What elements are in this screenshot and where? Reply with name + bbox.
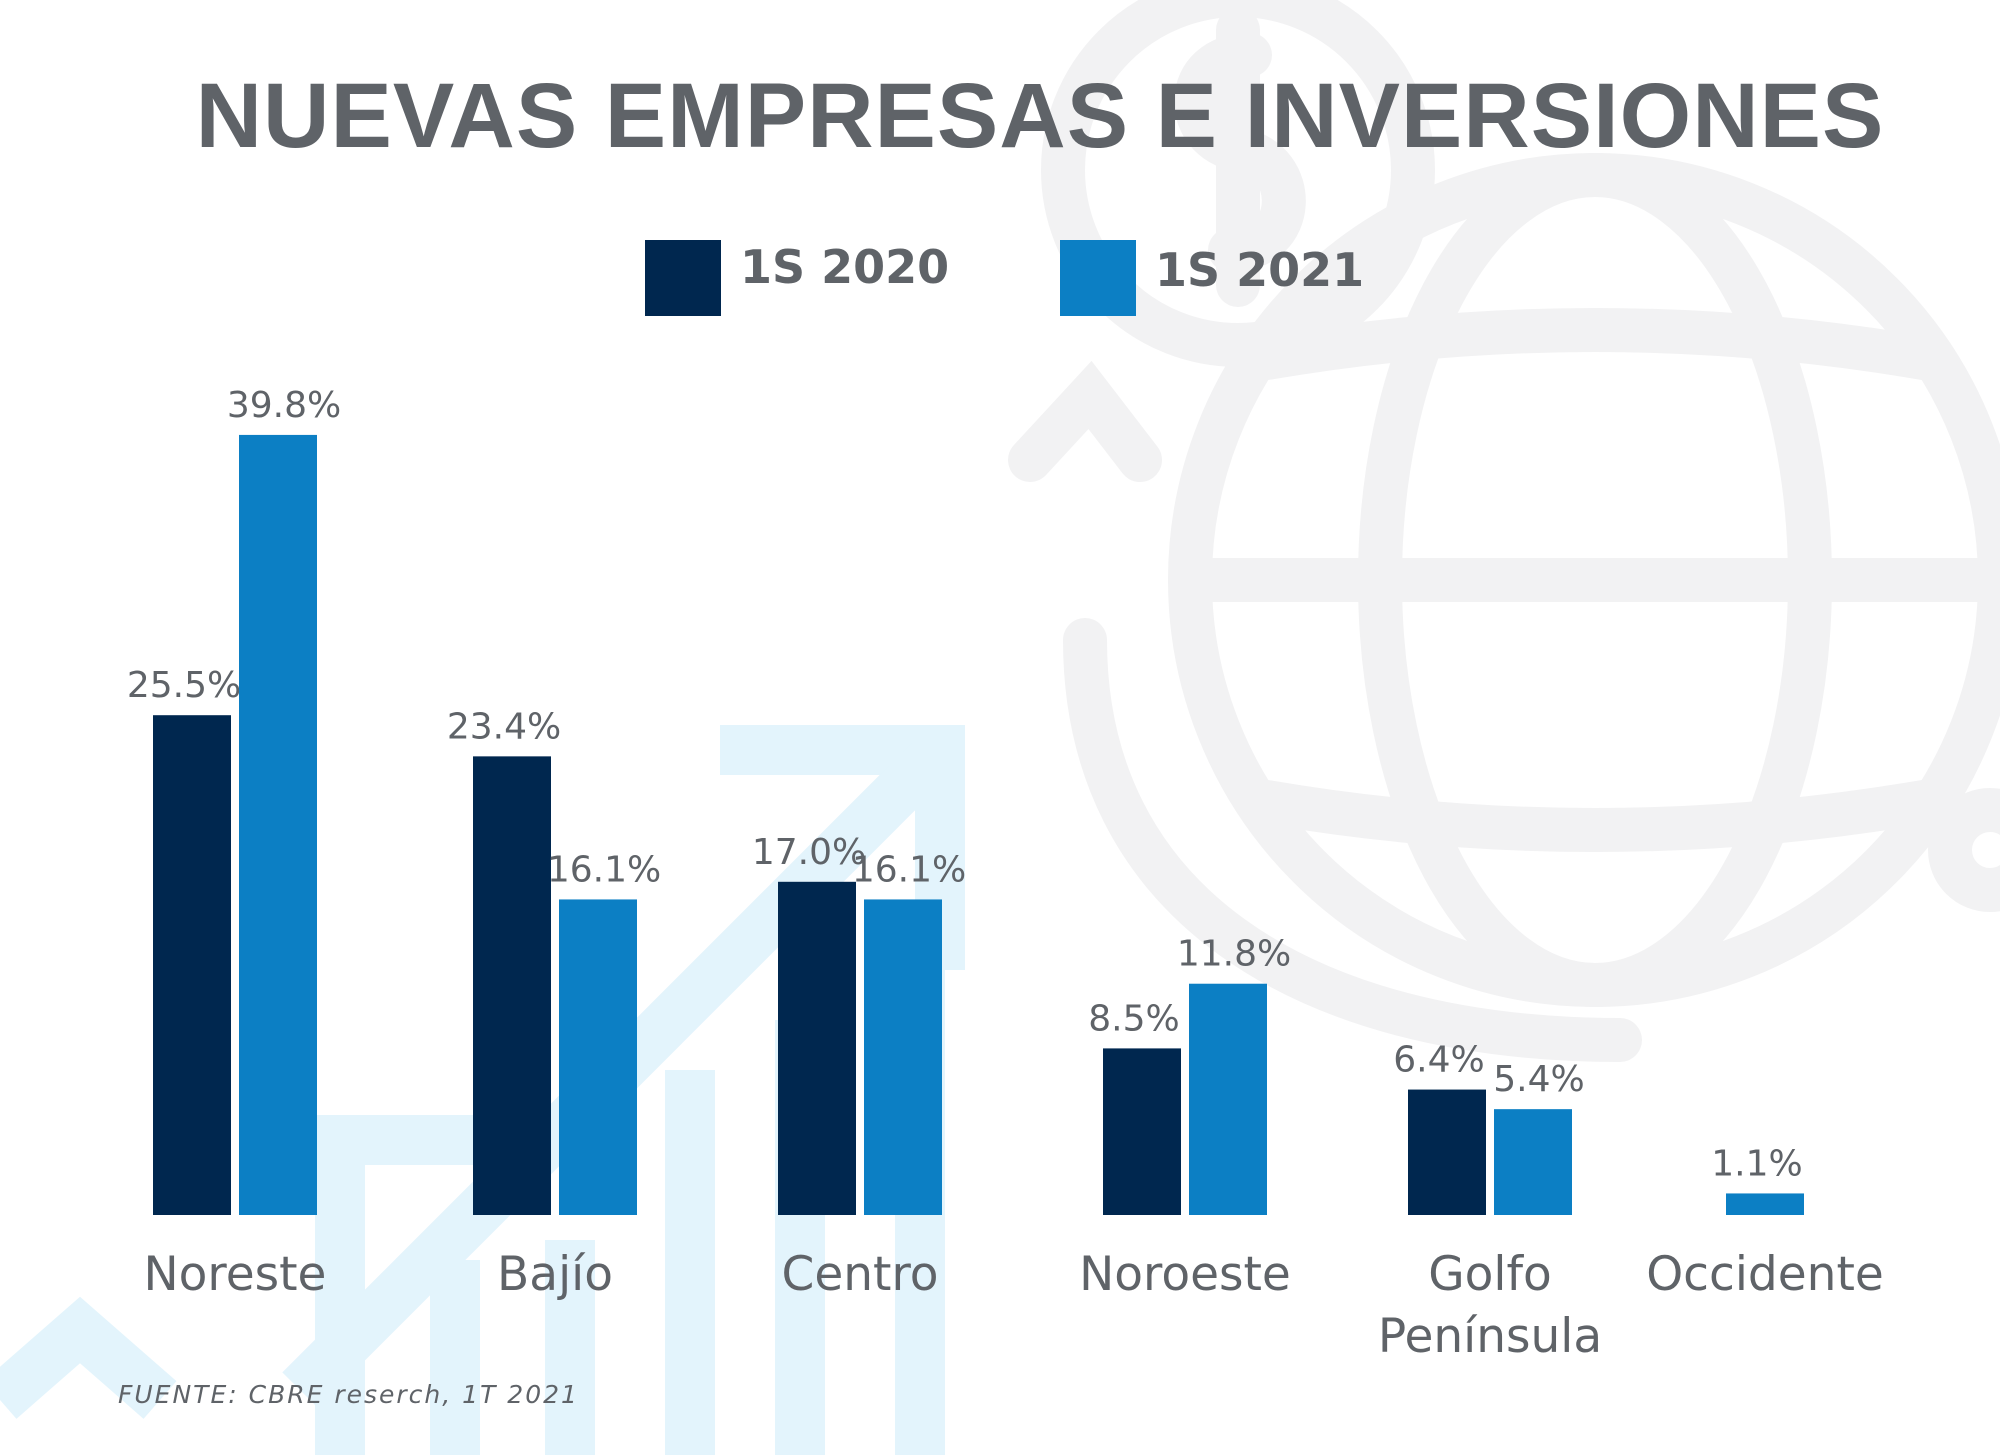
- category-label: Centro: [782, 1247, 939, 1302]
- legend-swatch-2020: [645, 240, 721, 316]
- data-label: 39.8%: [227, 385, 341, 426]
- bar-2020-bajío: [473, 756, 551, 1215]
- category-label: Península: [1378, 1309, 1602, 1364]
- data-label: 23.4%: [447, 706, 561, 747]
- category-label: Occidente: [1646, 1247, 1884, 1302]
- legend-label-2021: 1S 2021: [1155, 243, 1365, 297]
- bar-2020-noroeste: [1103, 1048, 1181, 1215]
- category-label: Noreste: [144, 1247, 327, 1302]
- bar-2020-golfo-península: [1408, 1089, 1486, 1215]
- bar-2020-noreste: [153, 715, 231, 1215]
- data-label: 16.1%: [852, 849, 966, 890]
- data-label: 17.0%: [752, 832, 866, 873]
- bar-2021-noroeste: [1189, 983, 1267, 1215]
- data-label: 5.4%: [1493, 1059, 1584, 1100]
- data-label: 1.1%: [1711, 1143, 1802, 1184]
- source-note: FUENTE: CBRE reserch, 1T 2021: [118, 1380, 579, 1409]
- bar-2021-golfo-península: [1494, 1109, 1572, 1215]
- chart-title: NUEVAS EMPRESAS E INVERSIONES: [195, 65, 1885, 167]
- legend-label-2020: 1S 2020: [740, 240, 950, 294]
- legend-swatch-2021: [1060, 240, 1136, 316]
- data-label: 11.8%: [1177, 934, 1291, 975]
- category-label: Noroeste: [1079, 1247, 1291, 1302]
- category-label: Golfo: [1428, 1247, 1552, 1302]
- data-label: 25.5%: [127, 665, 241, 706]
- bar-2021-occidente: [1726, 1193, 1804, 1215]
- category-label: Bajío: [497, 1247, 613, 1302]
- bar-2021-bajío: [559, 899, 637, 1215]
- bar-2020-centro: [778, 881, 856, 1215]
- data-label: 6.4%: [1393, 1040, 1484, 1081]
- data-label: 8.5%: [1088, 998, 1179, 1039]
- data-label: 16.1%: [547, 849, 661, 890]
- globe-dollar-icon: [1008, 0, 2000, 1062]
- bar-2021-centro: [864, 899, 942, 1215]
- bar-2021-noreste: [239, 434, 317, 1215]
